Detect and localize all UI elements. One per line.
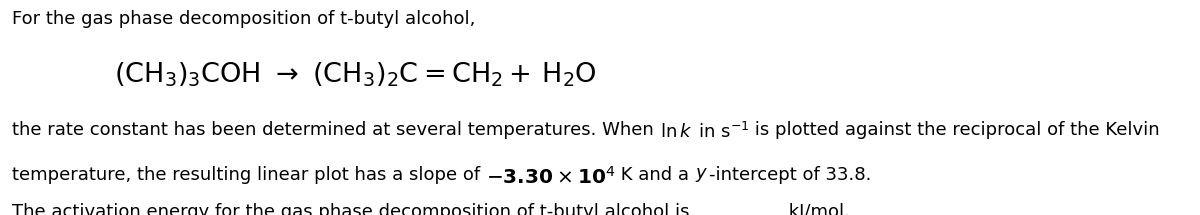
Text: K and a: K and a bbox=[616, 166, 695, 184]
Text: The activation energy for the gas phase decomposition of t-butyl alcohol is: The activation energy for the gas phase … bbox=[12, 203, 695, 215]
Text: kJ/mol.: kJ/mol. bbox=[782, 203, 850, 215]
Text: $\ln k\,$ in $\mathrm{s}^{-1}$: $\ln k\,$ in $\mathrm{s}^{-1}$ bbox=[660, 121, 749, 141]
Text: $-\mathbf{3.30} \times \mathbf{10}^{4}$: $-\mathbf{3.30} \times \mathbf{10}^{4}$ bbox=[486, 166, 616, 187]
Text: For the gas phase decomposition of t-butyl alcohol,: For the gas phase decomposition of t-but… bbox=[12, 10, 475, 28]
Text: -intercept of 33.8.: -intercept of 33.8. bbox=[708, 166, 871, 184]
Text: is plotted against the reciprocal of the Kelvin: is plotted against the reciprocal of the… bbox=[749, 121, 1159, 140]
Text: $(\mathrm{CH_3})_3\mathrm{COH}\ \rightarrow\ (\mathrm{CH_3})_2\mathrm{C{=}CH_2}+: $(\mathrm{CH_3})_3\mathrm{COH}\ \rightar… bbox=[114, 60, 596, 89]
Text: $y$: $y$ bbox=[695, 166, 708, 184]
Text: the rate constant has been determined at several temperatures. When: the rate constant has been determined at… bbox=[12, 121, 660, 140]
Text: temperature, the resulting linear plot has a slope of: temperature, the resulting linear plot h… bbox=[12, 166, 486, 184]
